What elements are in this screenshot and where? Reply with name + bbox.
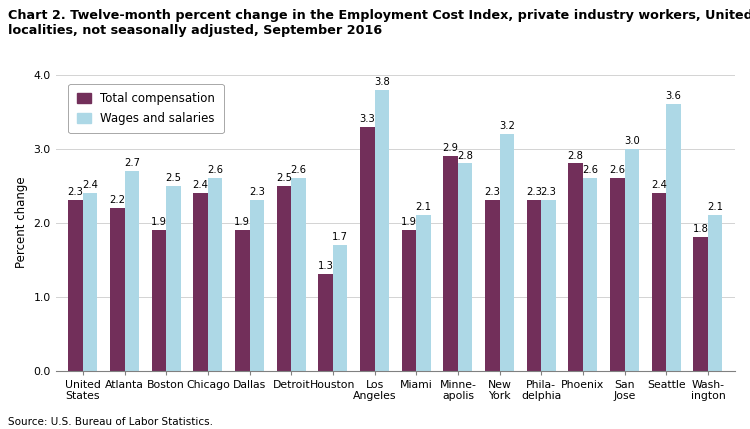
Bar [526,200,542,371]
Y-axis label: Percent change: Percent change [15,177,28,269]
Bar [485,200,500,371]
Text: 2.6: 2.6 [582,165,598,175]
Bar [568,163,583,371]
Bar [277,186,291,371]
Text: 1.9: 1.9 [401,217,417,227]
Text: 2.9: 2.9 [442,143,458,153]
Text: Chart 2. Twelve-month percent change in the Employment Cost Index, private indus: Chart 2. Twelve-month percent change in … [8,9,750,36]
Bar [708,215,722,371]
Text: 3.8: 3.8 [374,77,390,87]
Text: 2.1: 2.1 [707,202,723,212]
Text: 2.6: 2.6 [609,165,625,175]
Text: Source: U.S. Bureau of Labor Statistics.: Source: U.S. Bureau of Labor Statistics. [8,417,212,427]
Text: 2.4: 2.4 [82,180,98,190]
Text: 2.4: 2.4 [651,180,667,190]
Text: 2.5: 2.5 [166,173,182,183]
Text: 3.2: 3.2 [499,121,514,131]
Text: 2.2: 2.2 [110,195,125,205]
Text: 2.3: 2.3 [484,187,500,197]
Bar [250,200,264,371]
Bar [208,178,223,371]
Bar [610,178,625,371]
Bar [583,178,598,371]
Text: 3.6: 3.6 [665,91,682,101]
Bar [124,171,140,371]
Text: 2.3: 2.3 [68,187,83,197]
Bar [83,193,98,371]
Text: 2.8: 2.8 [568,151,584,160]
Text: 2.3: 2.3 [541,187,556,197]
Bar [693,237,708,371]
Text: 1.7: 1.7 [332,232,348,242]
Bar [152,230,166,371]
Text: 1.9: 1.9 [234,217,250,227]
Text: 2.3: 2.3 [249,187,265,197]
Bar [500,134,514,371]
Text: 1.3: 1.3 [318,261,334,272]
Text: 2.7: 2.7 [124,158,140,168]
Text: 2.6: 2.6 [207,165,224,175]
Bar [443,156,458,371]
Bar [374,90,389,371]
Bar [416,215,430,371]
Text: 3.3: 3.3 [359,114,375,124]
Bar [542,200,556,371]
Bar [625,149,639,371]
Legend: Total compensation, Wages and salaries: Total compensation, Wages and salaries [68,84,224,133]
Bar [652,193,666,371]
Text: 2.1: 2.1 [416,202,431,212]
Bar [166,186,181,371]
Bar [402,230,416,371]
Text: 3.0: 3.0 [624,136,640,146]
Bar [291,178,306,371]
Bar [68,200,83,371]
Bar [194,193,208,371]
Text: 2.4: 2.4 [193,180,208,190]
Text: 1.9: 1.9 [151,217,167,227]
Text: 2.3: 2.3 [526,187,542,197]
Text: 2.6: 2.6 [290,165,307,175]
Bar [333,245,347,371]
Bar [458,163,472,371]
Bar [318,275,333,371]
Bar [666,104,681,371]
Text: 2.5: 2.5 [276,173,292,183]
Bar [110,208,125,371]
Text: 1.8: 1.8 [693,224,709,235]
Bar [235,230,250,371]
Text: 2.8: 2.8 [458,151,473,160]
Bar [360,127,374,371]
